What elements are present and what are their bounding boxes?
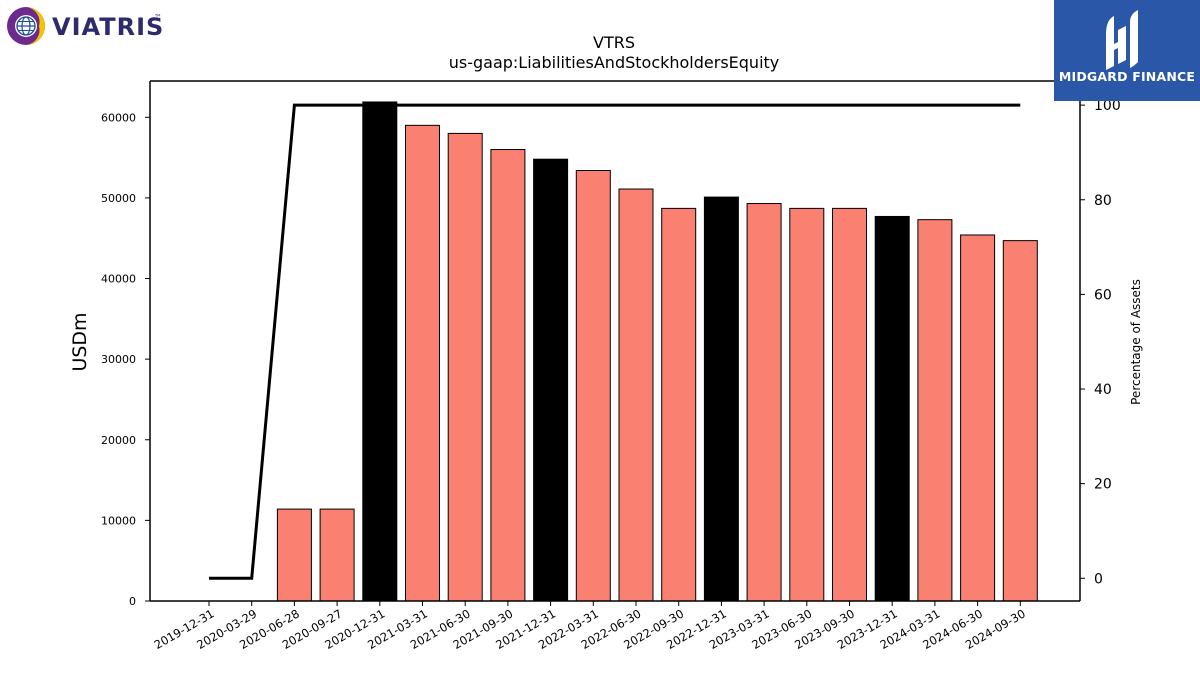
viatris-trademark: ™: [154, 13, 162, 22]
bar-2023-12-31: [874, 215, 910, 602]
bar-2024-09-30: [1002, 240, 1038, 602]
axes: [149, 80, 1081, 602]
bar-2020-09-27: [319, 508, 355, 602]
y-ticks-left: 0 10000 20000 30000 40000 50000 60000: [101, 111, 150, 608]
bar-2023-03-31: [746, 203, 782, 602]
bar-2020-12-31: [362, 101, 398, 602]
bar-2022-06-30: [618, 188, 654, 602]
y-tick-label-left: 60000: [101, 111, 136, 124]
y-tick-label-left: 50000: [101, 192, 136, 205]
bar-2023-06-30: [789, 207, 825, 602]
bar-2021-03-31: [405, 124, 440, 602]
midgard-wordmark: MIDGARD FINANCE: [1058, 69, 1196, 84]
viatris-globe-icon: [7, 7, 45, 45]
bar-2020-06-28: [276, 508, 312, 602]
bar-2021-12-31: [533, 158, 569, 602]
bar-2024-03-31: [917, 219, 953, 602]
y-tick-label-left: 20000: [101, 434, 136, 447]
x-ticks: 2019-12-312020-03-292020-06-282020-09-27…: [152, 601, 1028, 652]
y-axis-label-right: Percentage of Assets: [1129, 279, 1143, 405]
bar-2023-09-30: [832, 207, 867, 602]
bar-2022-12-31: [703, 196, 739, 602]
viatris-logo: VIATRIS ™: [4, 4, 174, 48]
y-tick-label-left: 10000: [101, 514, 136, 527]
chart-title: VTRS: [593, 33, 635, 52]
percentage-line: [209, 103, 1021, 580]
y-tick-label-right: 40: [1094, 382, 1112, 398]
y-tick-label-right: 80: [1094, 193, 1112, 209]
y-tick-label-right: 20: [1094, 477, 1112, 493]
bar-2022-03-31: [575, 169, 611, 602]
percentage-of-assets-line: [209, 103, 1021, 580]
y-tick-label-left: 40000: [101, 273, 136, 286]
y-axis-label-left: USDm: [69, 312, 91, 371]
y-tick-label-right: 60: [1094, 287, 1112, 303]
y-tick-label-left: 0: [129, 595, 136, 608]
y-tick-label-right: 0: [1094, 571, 1103, 587]
chart-subtitle: us-gaap:LiabilitiesAndStockholdersEquity: [449, 53, 780, 72]
bar-2022-09-30: [661, 207, 697, 602]
bars: [276, 101, 1038, 602]
bar-2021-09-30: [490, 149, 526, 602]
bar-2021-06-30: [447, 132, 483, 602]
bar-2024-06-30: [960, 234, 996, 602]
y-tick-label-left: 30000: [101, 353, 136, 366]
midgard-emblem-icon: [1106, 10, 1138, 70]
y-ticks-right: 0 20 40 60 80 100: [1080, 98, 1121, 587]
midgard-finance-logo: MIDGARD FINANCE: [1054, 0, 1200, 101]
y-tick-label-right: 100: [1094, 98, 1121, 114]
viatris-wordmark: VIATRIS: [52, 13, 164, 41]
